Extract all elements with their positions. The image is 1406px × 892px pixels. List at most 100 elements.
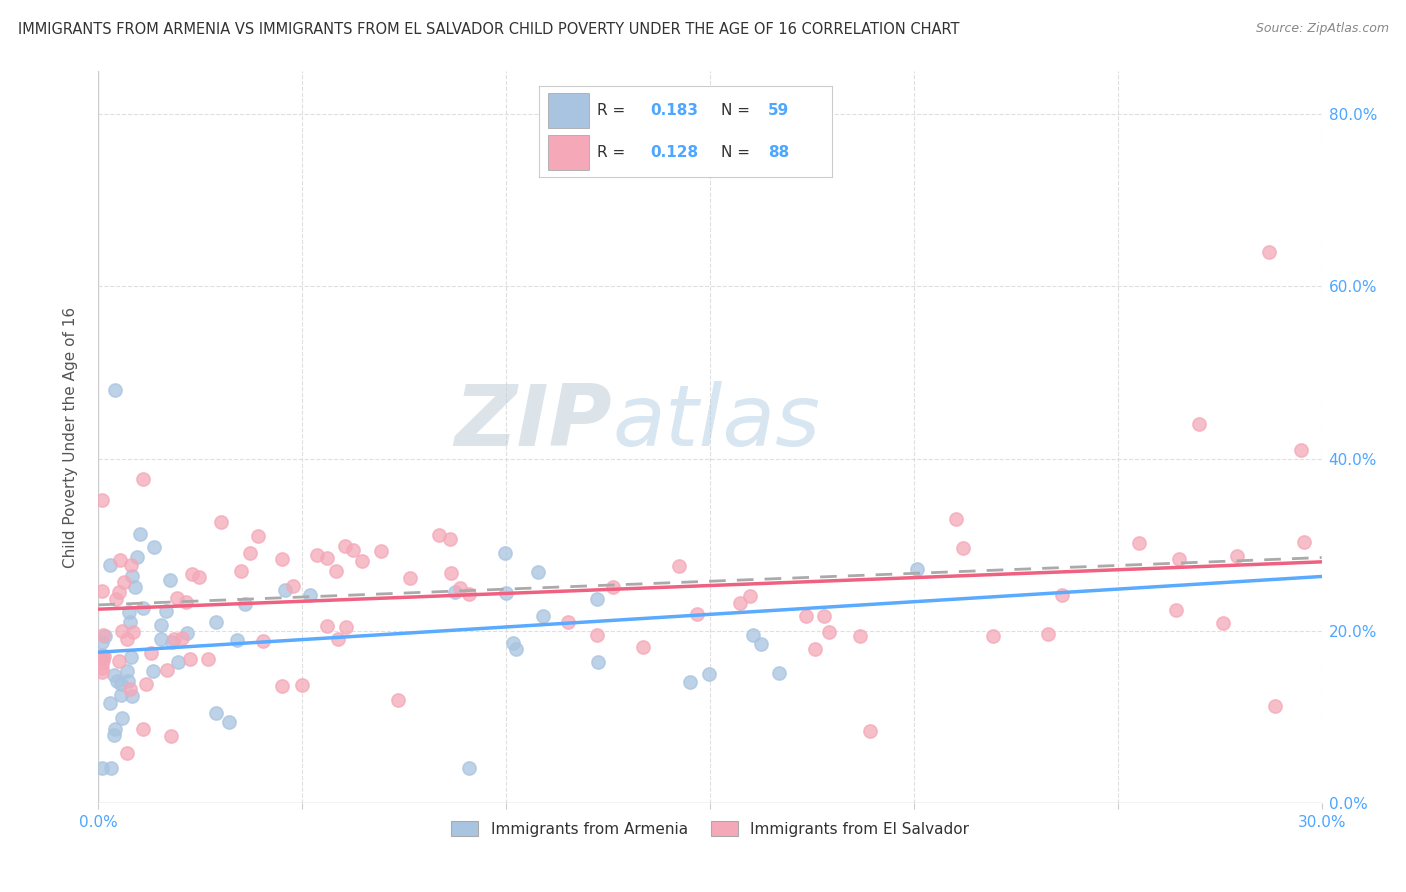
Point (132, 601, 155, 615)
Point (252, 633, 274, 648)
Point (370, 543, 392, 558)
Point (1212, 615, 1234, 630)
Point (325, 564, 347, 578)
Point (104, 722, 127, 736)
Point (108, 654, 131, 668)
Point (1164, 602, 1187, 616)
Point (160, 729, 183, 743)
Point (686, 607, 709, 622)
Point (93, 628, 115, 642)
Point (813, 609, 835, 624)
Point (585, 628, 607, 642)
Point (149, 617, 172, 632)
Point (233, 597, 256, 611)
Point (135, 677, 157, 691)
Point (274, 582, 297, 597)
Point (156, 664, 179, 678)
Point (103, 728, 125, 742)
Point (159, 573, 181, 587)
Point (115, 632, 138, 646)
Point (105, 592, 128, 607)
Point (335, 539, 357, 553)
Point (197, 652, 219, 666)
Point (502, 635, 524, 649)
Point (91, 761, 114, 775)
Point (945, 512, 967, 526)
Point (209, 516, 232, 530)
Point (299, 588, 322, 602)
Text: IMMIGRANTS FROM ARMENIA VS IMMIGRANTS FROM EL SALVADOR CHILD POVERTY UNDER THE A: IMMIGRANTS FROM ARMENIA VS IMMIGRANTS FR… (18, 22, 960, 37)
Point (602, 580, 624, 594)
Point (141, 664, 163, 678)
Text: Source: ZipAtlas.com: Source: ZipAtlas.com (1256, 22, 1389, 36)
Point (111, 624, 134, 639)
Point (124, 580, 146, 594)
Point (1038, 627, 1060, 641)
Point (139, 646, 162, 660)
Point (114, 575, 136, 590)
Point (176, 626, 198, 640)
Point (103, 668, 125, 682)
Point (1167, 552, 1189, 566)
Point (794, 608, 817, 623)
Point (181, 567, 204, 582)
Point (1128, 536, 1150, 550)
Point (449, 581, 471, 595)
Point (494, 546, 516, 560)
Point (205, 706, 228, 720)
Point (505, 642, 527, 657)
Point (270, 552, 292, 566)
Point (98, 558, 121, 572)
Point (342, 543, 364, 558)
Point (239, 546, 262, 560)
Point (162, 635, 184, 649)
Point (281, 579, 304, 593)
Point (155, 604, 177, 618)
Point (174, 594, 197, 608)
Point (91, 493, 114, 508)
Point (91, 661, 114, 675)
Point (768, 665, 790, 680)
Point (246, 529, 269, 543)
Point (117, 673, 139, 688)
Point (98, 696, 121, 710)
Point (115, 664, 138, 678)
Point (804, 641, 827, 656)
Point (585, 591, 607, 606)
Point (335, 620, 357, 634)
Point (631, 640, 654, 654)
Point (91, 583, 114, 598)
Point (352, 554, 374, 568)
Point (443, 585, 465, 599)
Point (143, 541, 166, 555)
Point (271, 679, 294, 693)
Point (738, 589, 761, 603)
Point (586, 655, 609, 669)
Point (952, 541, 974, 555)
Point (1226, 549, 1249, 563)
Point (127, 549, 149, 564)
Point (110, 688, 132, 702)
Point (108, 553, 131, 567)
Point (668, 558, 690, 573)
Point (132, 722, 155, 736)
Point (531, 608, 554, 623)
Point (91, 635, 114, 649)
Point (163, 632, 186, 646)
Point (859, 723, 882, 738)
Point (167, 655, 190, 669)
Point (121, 569, 143, 583)
Point (121, 625, 143, 640)
Point (1264, 699, 1286, 714)
Legend: Immigrants from Armenia, Immigrants from El Salvador: Immigrants from Armenia, Immigrants from… (444, 814, 976, 843)
Point (93, 648, 115, 663)
Point (1294, 535, 1316, 549)
Point (728, 597, 751, 611)
Point (121, 689, 143, 703)
Point (316, 550, 339, 565)
Point (1257, 245, 1279, 260)
Point (818, 624, 841, 639)
Point (291, 678, 314, 692)
Point (118, 681, 141, 696)
Point (104, 383, 127, 397)
